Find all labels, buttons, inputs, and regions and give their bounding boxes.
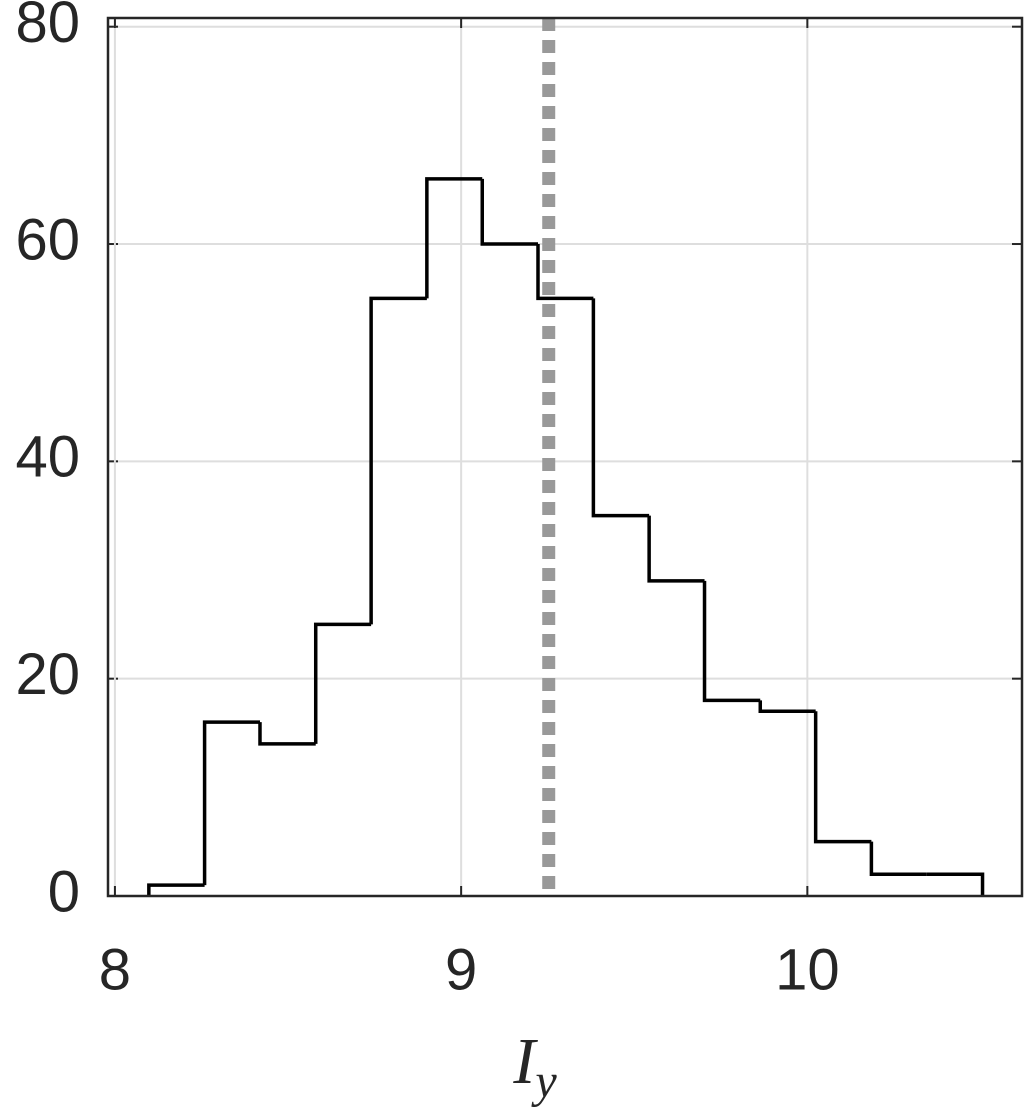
y-tick-label: 60 <box>15 207 80 272</box>
histogram-bin <box>536 244 594 301</box>
histogram-bin <box>702 580 761 703</box>
y-tick-label: 80 <box>15 0 80 55</box>
y-tick-label: 20 <box>15 642 80 707</box>
histogram-bin <box>591 298 650 518</box>
x-tick-label: 8 <box>99 937 131 1002</box>
x-tick-label: 10 <box>775 937 840 1002</box>
y-tick-label: 40 <box>15 425 80 490</box>
histogram-bin <box>813 711 872 844</box>
x-tick-label: 9 <box>445 937 477 1002</box>
x-label-subscript: y <box>530 1055 557 1108</box>
axes-box <box>106 16 1024 898</box>
histogram-bin <box>369 296 427 625</box>
histogram-bin <box>147 883 205 896</box>
histogram-bin <box>647 515 705 583</box>
x-axis-label: Iy <box>512 1025 557 1108</box>
histogram-bin <box>202 720 260 886</box>
y-tick-label: 0 <box>48 859 80 924</box>
histogram-bin <box>313 622 372 744</box>
histogram-bin <box>758 700 816 714</box>
histogram-bin <box>425 177 483 299</box>
histogram-bin <box>926 872 985 896</box>
histogram-bin <box>480 178 538 246</box>
histogram-bin <box>869 841 927 877</box>
histogram-bin <box>258 722 316 746</box>
x-label-main: I <box>512 1025 538 1098</box>
